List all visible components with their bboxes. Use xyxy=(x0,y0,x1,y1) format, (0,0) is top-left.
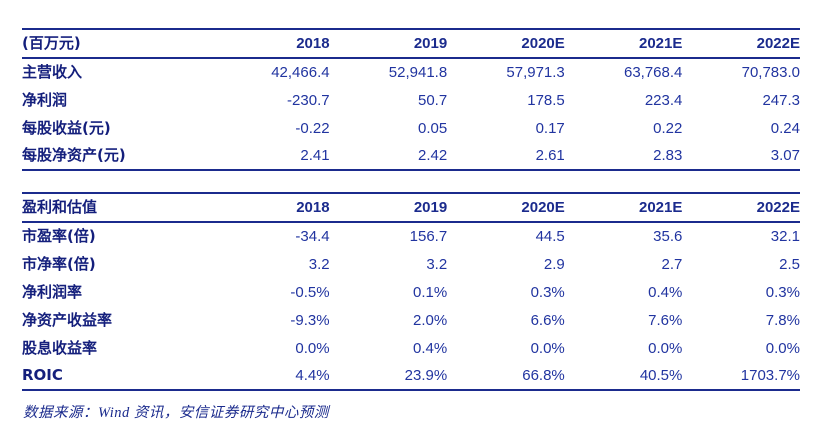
value-cell: 42,466.4 xyxy=(271,64,330,81)
value-cell: 0.3% xyxy=(765,283,800,301)
row-label: 净资产收益率 xyxy=(22,310,113,329)
value-cell: 3.07 xyxy=(682,142,800,171)
value-cell: 0.4% xyxy=(648,283,683,301)
value-cell: 178.5 xyxy=(527,91,565,109)
column-header: 2022E xyxy=(682,192,800,223)
value-cell: 156.7 xyxy=(409,228,448,245)
value-cell: 247.3 xyxy=(762,91,800,109)
value-cell: -34.4 xyxy=(295,228,330,245)
value-cell: 2.0% xyxy=(412,311,448,329)
row-label: 市净率(倍) xyxy=(22,254,96,273)
value-cell: 1703.7% xyxy=(682,362,800,391)
financials-table-body: 主营收入 42,466.4 52,941.8 57,971.3 63,768.4 70,7… xyxy=(22,58,800,171)
value-cell: 2.5 xyxy=(779,255,800,273)
column-header: 2018 xyxy=(212,192,330,223)
row-label: 股息收益率 xyxy=(22,338,98,357)
value-cell: 2.41 xyxy=(212,142,330,171)
value-cell: 7.6% xyxy=(648,311,683,329)
row-label: 主营收入 xyxy=(22,63,83,81)
column-header: 2020E xyxy=(447,192,565,223)
value-cell: 3.2 xyxy=(426,255,448,273)
value-cell: -9.3% xyxy=(290,311,330,329)
column-header: 2020E xyxy=(447,28,565,59)
table-row: 市盈率(倍) -34.4 156.7 44.5 35.6 32.1 xyxy=(22,222,800,250)
table-row: 股息收益率 0.0% 0.4% 0.0% 0.0% 0.0% xyxy=(22,334,800,362)
value-cell: 6.6% xyxy=(530,311,565,329)
value-cell: 0.22 xyxy=(653,119,683,137)
value-cell: 0.24 xyxy=(770,119,800,137)
value-cell: 7.8% xyxy=(765,311,800,329)
value-cell: 35.6 xyxy=(653,228,683,245)
value-cell: 0.0% xyxy=(765,339,800,357)
value-cell: -230.7 xyxy=(287,91,330,109)
value-cell: 0.0% xyxy=(295,339,330,357)
table-row: 主营收入 42,466.4 52,941.8 57,971.3 63,768.4 70,7… xyxy=(22,58,800,86)
value-cell: 2.42 xyxy=(329,142,448,171)
table-title-cell: 盈利和估值 xyxy=(22,192,212,223)
value-cell: 223.4 xyxy=(644,91,683,109)
valuation-table: 盈利和估值 2018 2019 2020E 2021E 2022E 市盈率(倍) -34.4… xyxy=(22,192,800,391)
value-cell: 0.05 xyxy=(417,119,448,137)
table-row: 净利润率 -0.5% 0.1% 0.3% 0.4% 0.3% xyxy=(22,278,800,306)
financials-table: (百万元) 2018 2019 2020E 2021E 2022E 主营收入 42,466.… xyxy=(22,28,800,171)
value-cell: 0.17 xyxy=(535,119,565,137)
value-cell: 0.4% xyxy=(412,339,448,357)
financials-table-header: (百万元) 2018 2019 2020E 2021E 2022E xyxy=(22,28,800,59)
value-cell: 52,941.8 xyxy=(388,64,448,81)
value-cell: -0.22 xyxy=(295,119,330,137)
value-cell: 66.8% xyxy=(447,362,565,391)
value-cell: 0.0% xyxy=(530,339,565,357)
table-row: ROIC 4.4% 23.9% 66.8% 40.5% 1703.7% xyxy=(22,362,800,391)
value-cell: 3.2 xyxy=(308,255,330,273)
row-label: ROIC xyxy=(22,362,212,391)
column-header: 2018 xyxy=(212,28,330,59)
table-row: 净资产收益率 -9.3% 2.0% 6.6% 7.6% 7.8% xyxy=(22,306,800,334)
value-cell: 4.4% xyxy=(212,362,330,391)
value-cell: 50.7 xyxy=(417,91,448,109)
header-row: (百万元) 2018 2019 2020E 2021E 2022E xyxy=(22,28,800,59)
table-row: 每股净资产(元) 2.41 2.42 2.61 2.83 3.07 xyxy=(22,142,800,171)
row-label: 净利润率 xyxy=(22,282,83,301)
valuation-table-header: 盈利和估值 2018 2019 2020E 2021E 2022E xyxy=(22,192,800,223)
column-header: 2019 xyxy=(329,28,448,59)
column-header: 2021E xyxy=(564,28,683,59)
value-cell: 2.61 xyxy=(447,142,565,171)
table-row: 市净率(倍) 3.2 3.2 2.9 2.7 2.5 xyxy=(22,250,800,278)
row-label: 每股收益(元) xyxy=(22,118,111,137)
column-header: 2019 xyxy=(329,192,448,223)
value-cell: -0.5% xyxy=(290,283,330,301)
value-cell: 23.9% xyxy=(329,362,448,391)
value-cell: 63,768.4 xyxy=(623,64,683,81)
column-header: 2022E xyxy=(682,28,800,59)
value-cell: 2.83 xyxy=(564,142,683,171)
row-label: 净利润 xyxy=(22,90,68,109)
row-label: 每股净资产(元) xyxy=(22,142,212,171)
valuation-table-body: 市盈率(倍) -34.4 156.7 44.5 35.6 32.1 市净率(倍) 3.2 3.2… xyxy=(22,222,800,391)
row-label: 市盈率(倍) xyxy=(22,227,96,245)
header-row: 盈利和估值 2018 2019 2020E 2021E 2022E xyxy=(22,192,800,223)
column-header: 2021E xyxy=(564,192,683,223)
value-cell: 40.5% xyxy=(564,362,683,391)
value-cell: 0.0% xyxy=(648,339,683,357)
value-cell: 0.3% xyxy=(530,283,565,301)
data-source-note: 数据来源：Wind 资讯，安信证券研究中心预测 xyxy=(23,405,329,421)
value-cell: 2.9 xyxy=(543,255,565,273)
table-title-cell: (百万元) xyxy=(22,28,212,59)
table-row: 每股收益(元) -0.22 0.05 0.17 0.22 0.24 xyxy=(22,114,800,142)
value-cell: 32.1 xyxy=(770,228,800,245)
value-cell: 57,971.3 xyxy=(506,64,565,81)
value-cell: 70,783.0 xyxy=(741,64,800,81)
value-cell: 44.5 xyxy=(535,228,565,245)
table-row: 净利润 -230.7 50.7 178.5 223.4 247.3 xyxy=(22,86,800,114)
value-cell: 2.7 xyxy=(661,255,683,273)
value-cell: 0.1% xyxy=(412,283,448,301)
